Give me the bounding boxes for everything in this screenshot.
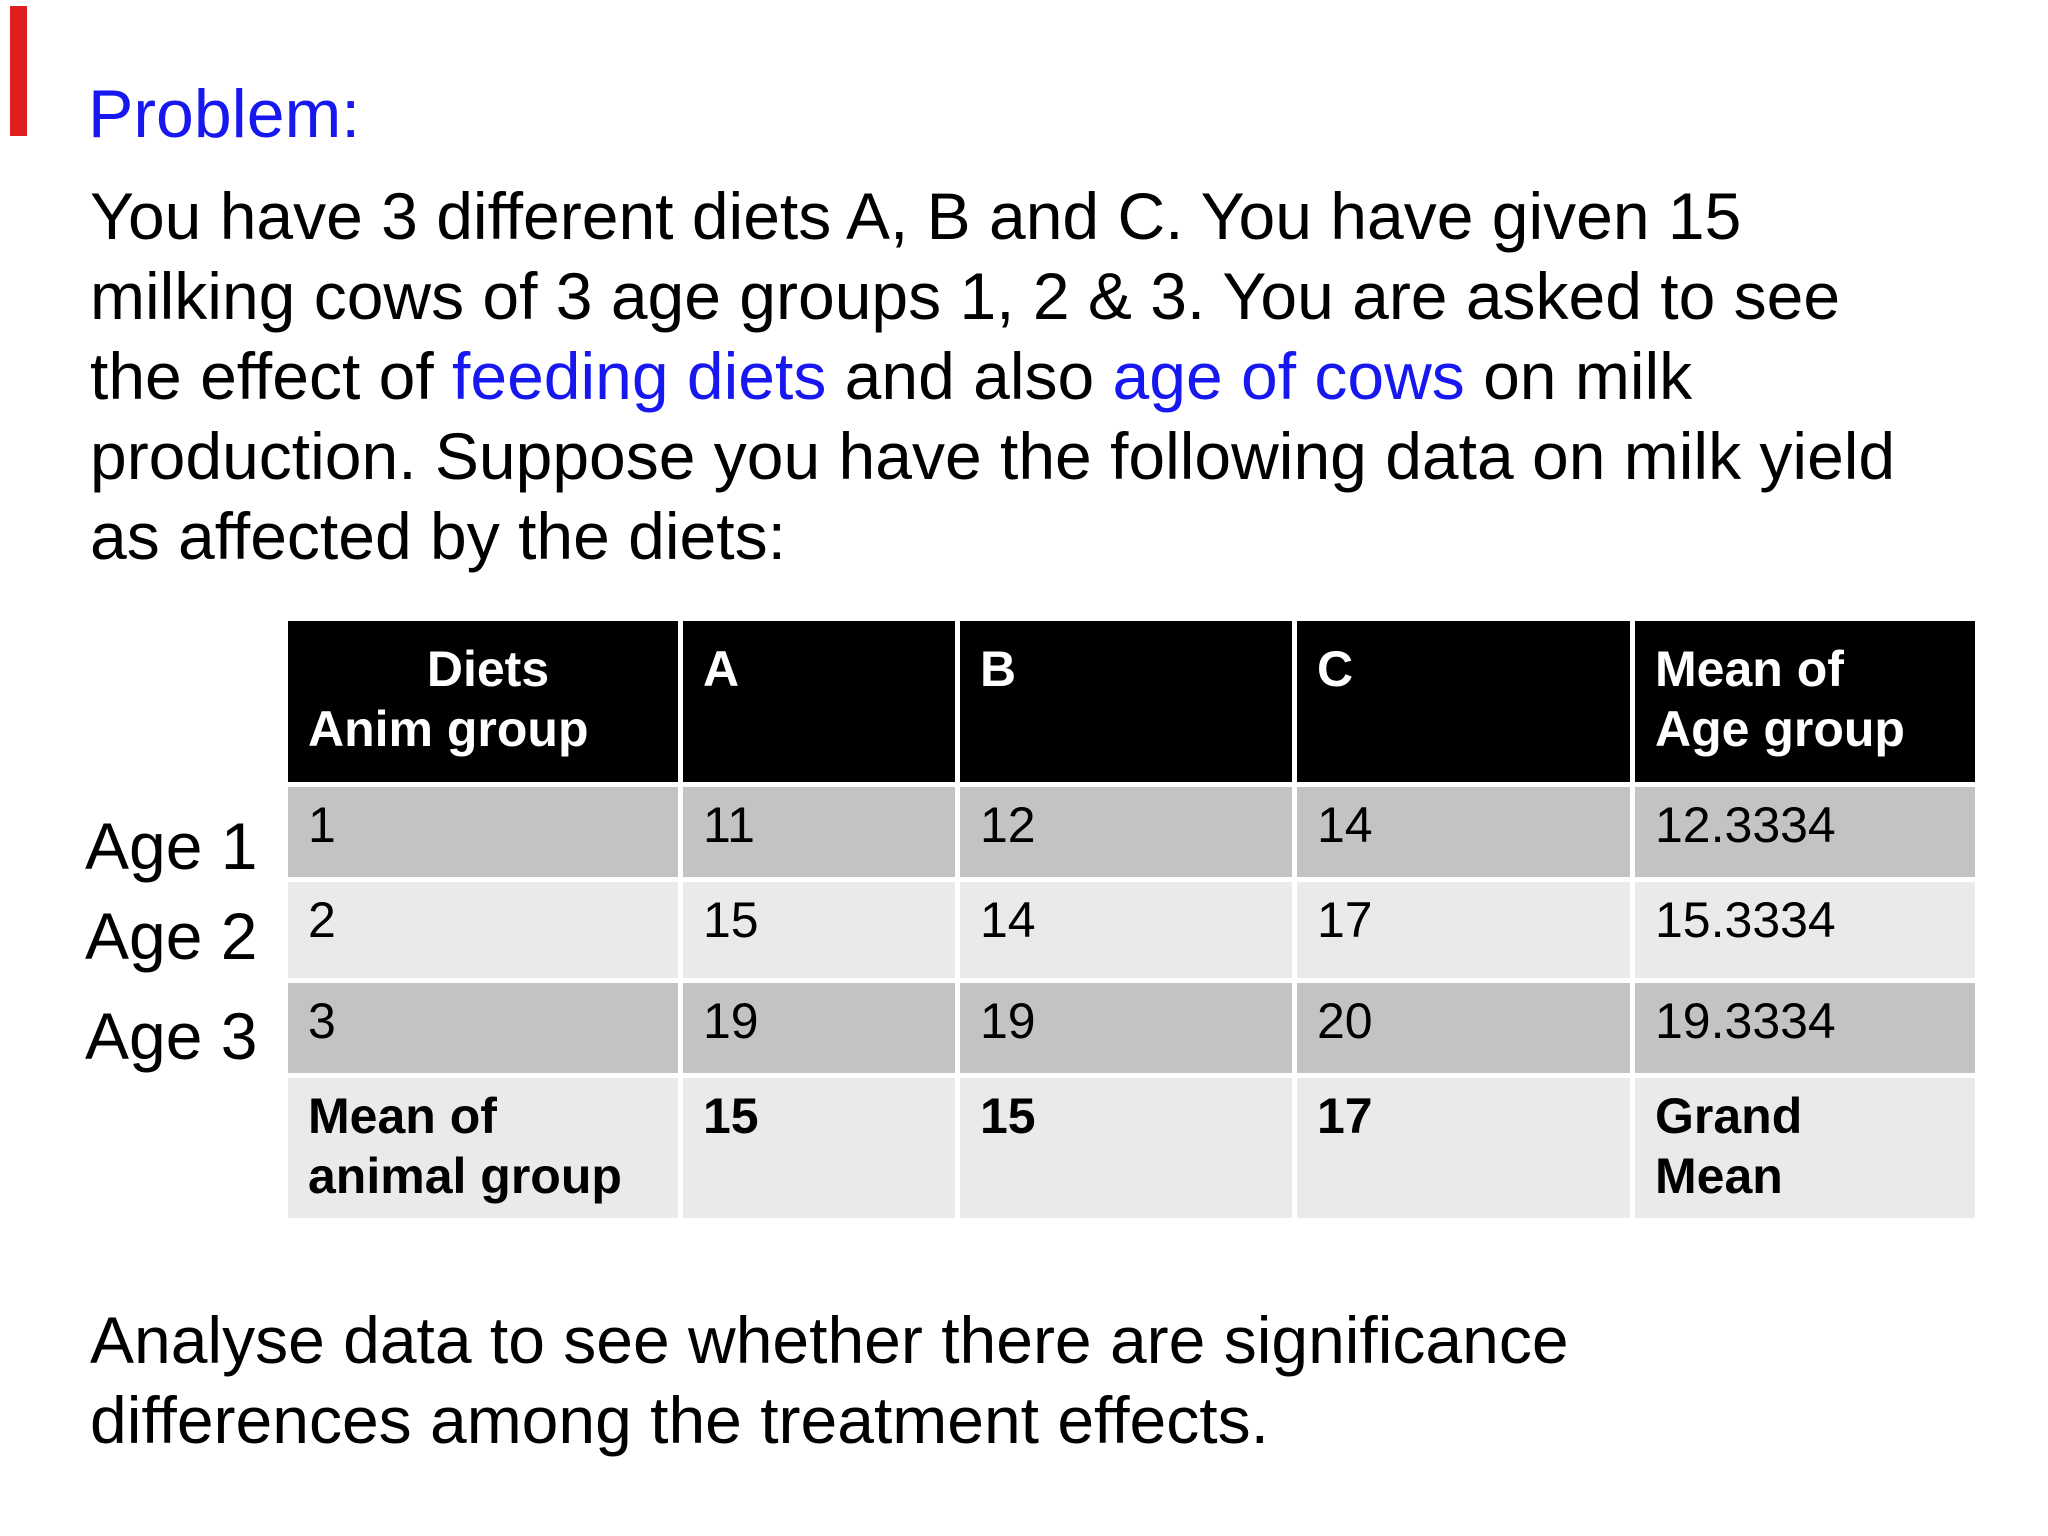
red-marker xyxy=(10,6,27,136)
table-cell: 15 xyxy=(683,882,955,978)
header-cell: Diets Anim group xyxy=(288,621,678,782)
milk-yield-table: Diets Anim group A B C Mean of Age group 1 11 12… xyxy=(288,621,1975,1218)
table-cell: 15 xyxy=(683,1078,955,1218)
table-cell: 2 xyxy=(288,882,678,978)
problem-paragraph: You have 3 different diets A, B and C. Y… xyxy=(90,176,1990,576)
table-cell: 1 xyxy=(288,787,678,877)
table-cell: 14 xyxy=(1297,787,1630,877)
table-cell: 3 xyxy=(288,983,678,1073)
age-label: Age 1 xyxy=(85,809,258,883)
header-cell-line: Anim group xyxy=(308,701,589,757)
header-cell: A xyxy=(683,621,955,782)
table-cell: 14 xyxy=(960,882,1292,978)
table-cell: Mean of animal group xyxy=(288,1078,678,1218)
table-cell: 17 xyxy=(1297,882,1630,978)
table-cell: 20 xyxy=(1297,983,1630,1073)
accent-phrase: age of cows xyxy=(1112,339,1465,413)
table-cell: 12 xyxy=(960,787,1292,877)
table-cell: 15.3334 xyxy=(1635,882,1975,978)
header-cell: Mean of Age group xyxy=(1635,621,1975,782)
problem-heading: Problem: xyxy=(88,76,361,152)
age-label: Age 2 xyxy=(85,899,258,973)
closing-paragraph: Analyse data to see whether there are si… xyxy=(90,1303,1569,1457)
table-cell: 15 xyxy=(960,1078,1292,1218)
header-cell: B xyxy=(960,621,1292,782)
text-segment: and also xyxy=(826,339,1113,413)
header-cell-line: Diets xyxy=(426,641,550,697)
table-cell: 11 xyxy=(683,787,955,877)
table-cell: 17 xyxy=(1297,1078,1630,1218)
age-label: Age 3 xyxy=(85,999,258,1073)
text-segment: on milk production. Suppose you have the… xyxy=(90,339,1896,573)
table-cell: 12.3334 xyxy=(1635,787,1975,877)
table-cell: 19.3334 xyxy=(1635,983,1975,1073)
accent-phrase: feeding diets xyxy=(452,339,827,413)
table-cell: Grand Mean xyxy=(1635,1078,1975,1218)
text-segment: You have 3 different diets A, B and C. Y… xyxy=(90,179,1841,413)
header-cell: C xyxy=(1297,621,1630,782)
table-cell: 19 xyxy=(683,983,955,1073)
table-cell: 19 xyxy=(960,983,1292,1073)
